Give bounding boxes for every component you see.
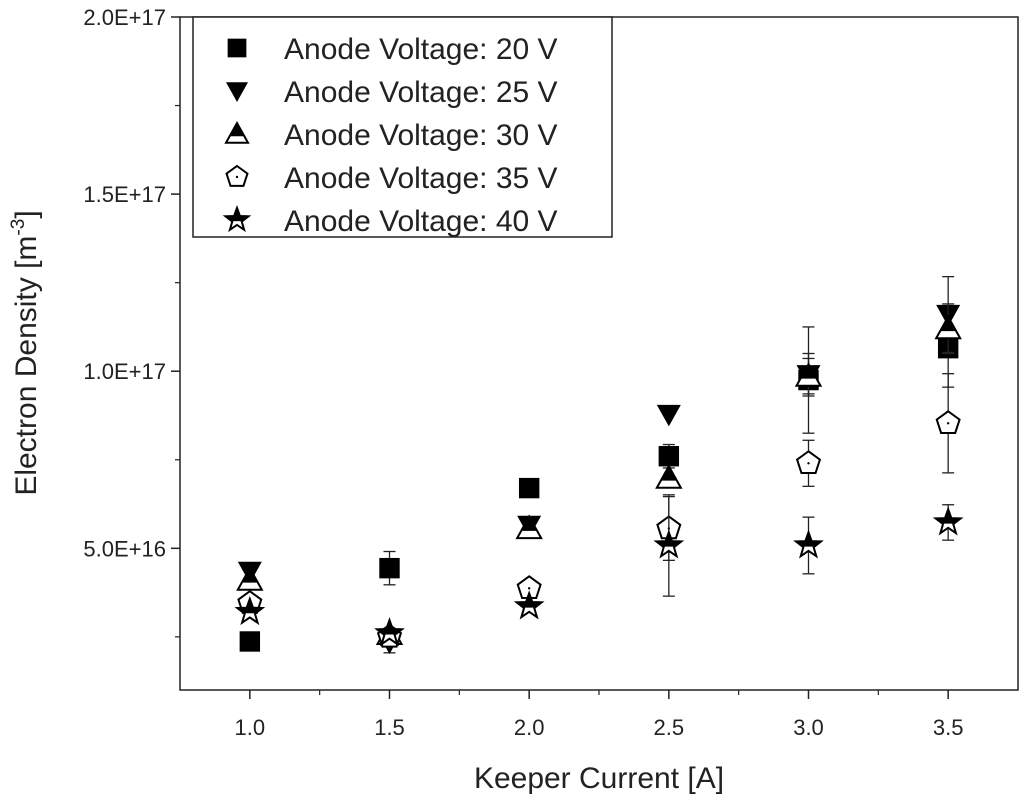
data-point — [794, 362, 823, 387]
data-point — [934, 314, 962, 340]
x-tick-label: 3.5 — [933, 715, 964, 740]
data-point — [513, 590, 545, 620]
data-point — [518, 477, 540, 499]
data-point — [935, 410, 961, 434]
legend-label: Anode Voltage: 35 V — [284, 162, 558, 195]
data-point — [656, 404, 681, 427]
data-point — [379, 557, 400, 579]
series-40v — [234, 494, 964, 647]
legend-label: Anode Voltage: 25 V — [284, 76, 558, 109]
y-axis-label: Electron Density [m-3] — [8, 210, 43, 495]
legend-label: Anode Voltage: 30 V — [284, 119, 558, 152]
y-tick-label: 2.0E+17 — [83, 5, 166, 30]
x-tick-label: 3.0 — [793, 715, 824, 740]
x-tick-label: 1.5 — [374, 715, 405, 740]
data-point — [239, 631, 261, 652]
data-point — [236, 566, 264, 591]
y-tick-label: 5.0E+16 — [83, 536, 166, 561]
series-30v — [236, 303, 962, 645]
x-tick-label: 2.0 — [514, 715, 545, 740]
series-35v — [237, 373, 961, 648]
data-point — [515, 514, 543, 540]
legend-marker — [227, 38, 247, 58]
legend-marker — [222, 204, 252, 233]
series-20v — [239, 308, 959, 652]
data-point — [653, 529, 685, 559]
data-point — [795, 450, 822, 475]
y-tick-label: 1.5E+17 — [83, 182, 166, 207]
x-axis-label: Keeper Current [A] — [474, 762, 724, 795]
data-point — [932, 506, 964, 536]
legend-label: Anode Voltage: 40 V — [284, 205, 558, 238]
y-tick-label: 1.0E+17 — [83, 359, 166, 384]
data-point — [374, 617, 405, 647]
x-tick-label: 1.0 — [235, 715, 266, 740]
data-point — [655, 464, 683, 489]
legend: Anode Voltage: 20 V Anode Voltage: 25 V An… — [192, 16, 613, 238]
data-point — [234, 595, 266, 626]
legend-marker — [226, 82, 248, 102]
legend-marker — [224, 120, 250, 144]
legend-label: Anode Voltage: 20 V — [284, 33, 558, 66]
legend-marker — [225, 164, 249, 187]
data-point — [793, 529, 824, 559]
x-tick-label: 2.5 — [654, 715, 685, 740]
series-25v — [237, 275, 961, 655]
data-point — [658, 446, 680, 467]
